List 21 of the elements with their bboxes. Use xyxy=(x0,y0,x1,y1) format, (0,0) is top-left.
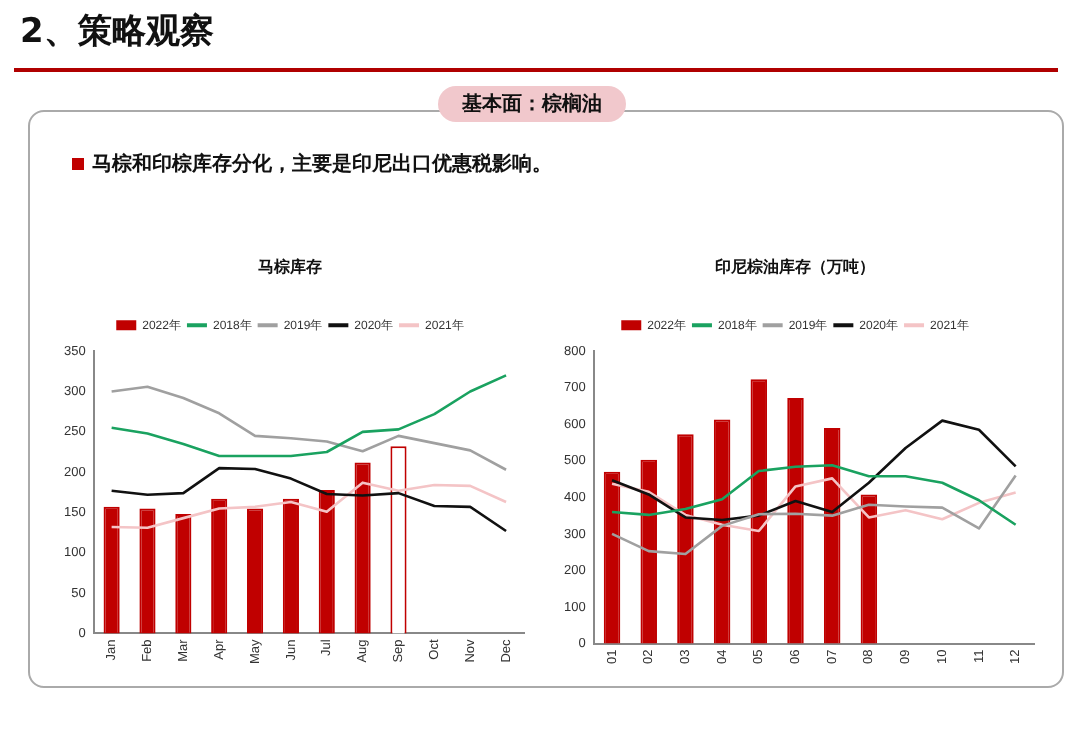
chart-title: 马棕库存 xyxy=(258,256,322,277)
bar xyxy=(713,419,731,644)
bar xyxy=(139,508,156,634)
bar xyxy=(103,506,120,634)
text: 马棕和印棕库存分化，主要是印尼出口优惠税影响。 xyxy=(90,150,552,178)
bar xyxy=(211,498,228,634)
bar xyxy=(246,508,264,634)
bar xyxy=(823,427,841,644)
bar xyxy=(787,397,804,644)
chart-title: 印尼棕油库存（万吨） xyxy=(715,256,875,277)
text: 基本面：棕榈油 xyxy=(438,86,626,122)
text: 2、策略观察 xyxy=(20,10,214,54)
bar xyxy=(282,498,299,634)
bar xyxy=(603,471,621,644)
bar xyxy=(860,494,878,644)
bar xyxy=(175,514,192,634)
bar xyxy=(677,434,694,644)
bar xyxy=(318,489,335,634)
bar xyxy=(354,462,371,634)
bar xyxy=(750,379,768,644)
bar xyxy=(640,459,657,644)
